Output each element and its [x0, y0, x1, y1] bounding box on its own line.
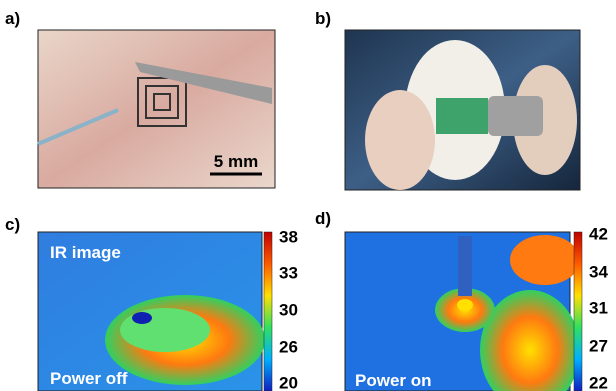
colorbar-tick: 38 — [279, 227, 298, 246]
caption: Power off — [50, 369, 128, 388]
figure: a) 5 mm b) c) IR image Power off 38 33 3… — [0, 0, 616, 391]
colorbar-tick: 20 — [279, 373, 298, 391]
caption: Power on — [355, 371, 432, 390]
panel-label: d) — [315, 209, 331, 228]
panel-label: c) — [5, 215, 20, 234]
caption: IR image — [50, 243, 121, 262]
colorbar-tick: 42 — [589, 224, 608, 243]
colorbar-tick: 22 — [589, 373, 608, 391]
colorbar-tick: 26 — [279, 337, 298, 356]
panel-label: b) — [315, 9, 331, 28]
scale-bar-label: 5 mm — [214, 152, 258, 171]
panel-label: a) — [5, 9, 20, 28]
colorbar-tick: 31 — [589, 298, 608, 317]
colorbar-tick: 34 — [589, 262, 608, 281]
photo-b — [345, 30, 580, 190]
ir-image-d — [345, 232, 582, 391]
colorbar-tick: 33 — [279, 263, 298, 282]
colorbar-tick: 27 — [589, 336, 608, 355]
colorbar-tick: 30 — [279, 300, 298, 319]
